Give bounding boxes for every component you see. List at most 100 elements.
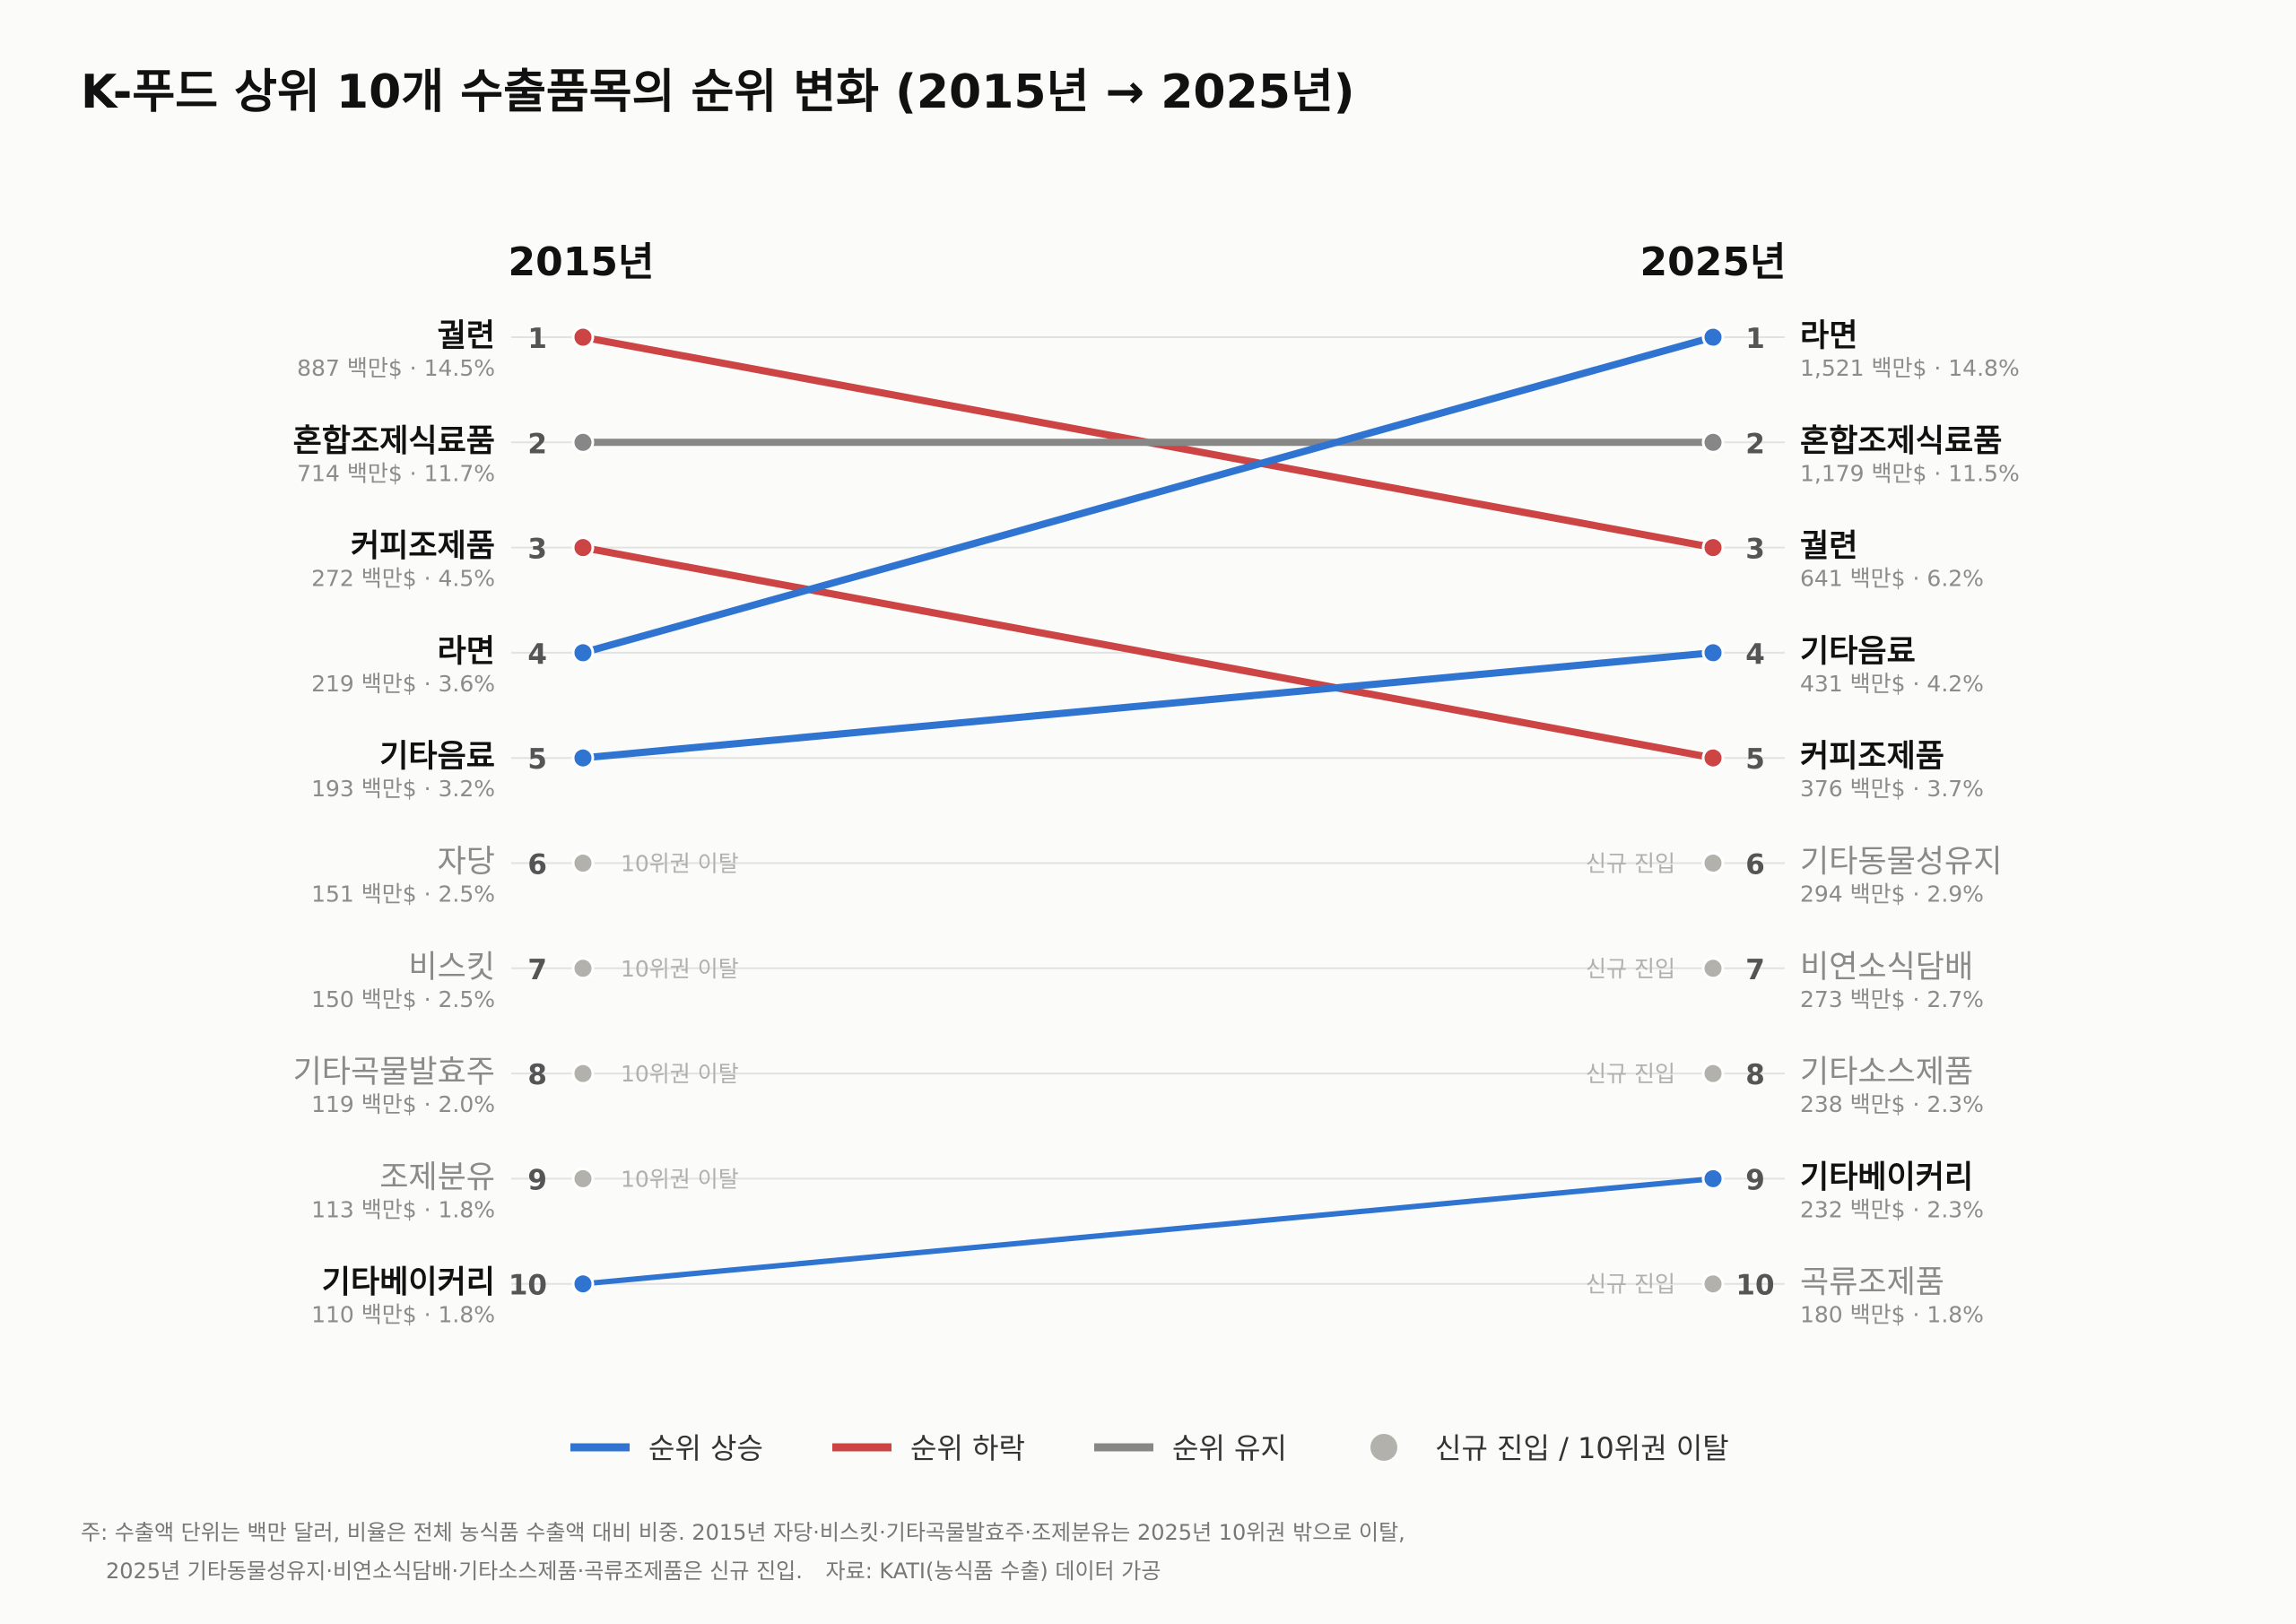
left-status-note: 10위권 이탈 xyxy=(621,1166,739,1192)
left-rank-number: 3 xyxy=(527,534,547,566)
left-value-number: 219 xyxy=(311,671,354,697)
left-item-value: 113 백만$ · 1.8% xyxy=(311,1196,495,1222)
right-item-name: 기타베이커리 xyxy=(1800,1159,1973,1195)
left-value-unit: 백만$ · xyxy=(354,1302,439,1328)
right-rank-number: 10 xyxy=(1735,1270,1774,1302)
right-value-number: 376 xyxy=(1800,776,1843,802)
left-year-label: 2015년 xyxy=(509,239,655,285)
left-value-unit: 백만$ · xyxy=(340,460,424,486)
legend-label: 순위 유지 xyxy=(1172,1431,1287,1465)
right-value-share: 2.9% xyxy=(1926,881,1984,908)
right-rank-number: 2 xyxy=(1745,428,1765,460)
left-rank-dot xyxy=(571,852,595,874)
right-rank-dot xyxy=(1701,641,1725,664)
right-value-share: 1.8% xyxy=(1926,1302,1984,1328)
left-item-value: 119 백만$ · 2.0% xyxy=(311,1091,495,1117)
left-rank-dot xyxy=(571,536,595,560)
right-value-number: 238 xyxy=(1800,1091,1843,1117)
right-item-name: 곡류조제품 xyxy=(1800,1265,1944,1301)
left-value-unit: 백만$ · xyxy=(354,776,439,802)
right-value-number: 1,521 xyxy=(1800,355,1865,381)
left-item-name: 기타곡물발효주 xyxy=(293,1055,495,1090)
right-value-unit: 백만$ · xyxy=(1843,881,1927,908)
left-status-note: 10위권 이탈 xyxy=(621,1061,739,1087)
left-value-share: 3.6% xyxy=(438,671,495,697)
legend-item: 순위 하락 xyxy=(832,1431,1025,1465)
right-status-note: 신규 진입 xyxy=(1586,956,1675,982)
left-value-unit: 백만$ · xyxy=(354,1091,439,1117)
left-value-share: 14.5% xyxy=(424,355,495,381)
right-value-number: 641 xyxy=(1800,566,1843,592)
right-value-share: 6.2% xyxy=(1926,566,1984,592)
left-rank-number: 8 xyxy=(527,1059,547,1091)
left-value-number: 151 xyxy=(311,881,354,908)
right-rank-number: 5 xyxy=(1745,743,1765,776)
right-item-name: 궐련 xyxy=(1800,529,1857,565)
right-item-name: 기타소스제품 xyxy=(1800,1055,1973,1090)
left-item-name: 자당 xyxy=(438,845,495,881)
right-value-unit: 백만$ · xyxy=(1843,1091,1927,1117)
right-item-name: 커피조제품 xyxy=(1800,739,1944,775)
footnote: 주: 수출액 단위는 백만 달러, 비율은 전체 농식품 수출액 대비 비중. … xyxy=(81,1520,1405,1584)
right-status-note: 신규 진입 xyxy=(1586,851,1675,877)
right-value-number: 294 xyxy=(1800,881,1843,908)
left-item-name: 조제분유 xyxy=(379,1159,495,1195)
left-value-share: 11.7% xyxy=(424,460,495,486)
right-item-value: 1,521 백만$ · 14.8% xyxy=(1800,355,2020,381)
slope-lines xyxy=(579,334,1717,1287)
right-item-value: 238 백만$ · 2.3% xyxy=(1800,1091,1984,1117)
left-value-share: 3.2% xyxy=(438,776,495,802)
left-item-name: 비스킷 xyxy=(408,950,495,986)
right-rank-dot xyxy=(1701,430,1725,454)
right-rank-number: 9 xyxy=(1745,1164,1765,1196)
left-item-name: 라면 xyxy=(438,634,495,670)
right-value-unit: 백만$ · xyxy=(1843,671,1927,697)
left-item-value: 110 백만$ · 1.8% xyxy=(311,1302,495,1328)
left-rank-dot xyxy=(571,1272,595,1296)
right-value-unit: 백만$ · xyxy=(1843,1302,1927,1328)
left-value-unit: 백만$ · xyxy=(340,355,424,381)
slope-line-up xyxy=(580,1176,1716,1287)
legend-item: 순위 유지 xyxy=(1094,1431,1287,1465)
right-value-unit: 백만$ · xyxy=(1843,566,1927,592)
right-value-number: 180 xyxy=(1800,1302,1843,1328)
right-value-unit: 백만$ · xyxy=(1865,460,1949,486)
left-rank-dot xyxy=(571,957,595,980)
footnote-line-2-text: 2025년 기타동물성유지·비연소식담배·기타소스제품·곡류조제품은 신규 진입… xyxy=(106,1559,803,1584)
left-value-unit: 백만$ · xyxy=(354,671,439,697)
left-item-value: 272 백만$ · 4.5% xyxy=(311,566,495,592)
right-rank-dot xyxy=(1701,957,1725,980)
left-value-number: 119 xyxy=(311,1091,354,1117)
left-rank-number: 1 xyxy=(527,323,547,355)
right-item-name: 기타음료 xyxy=(1800,634,1916,670)
right-value-unit: 백만$ · xyxy=(1843,776,1927,802)
footnote-line-1: 주: 수출액 단위는 백만 달러, 비율은 전체 농식품 수출액 대비 비중. … xyxy=(81,1520,1405,1545)
right-value-share: 4.2% xyxy=(1926,671,1984,697)
right-item-value: 232 백만$ · 2.3% xyxy=(1800,1196,1984,1222)
left-rank-number: 10 xyxy=(509,1270,547,1302)
chart-title: K-푸드 상위 10개 수출품목의 순위 변화 (2015년 → 2025년) xyxy=(81,65,1355,119)
left-value-number: 113 xyxy=(311,1196,354,1222)
right-item: 1 라면1,521 백만$ · 14.8% xyxy=(1701,318,2020,381)
left-item-name: 기타베이커리 xyxy=(322,1265,495,1301)
legend: 순위 상승 순위 하락 순위 유지 신규 진입 / 10위권 이탈 xyxy=(570,1431,1729,1465)
left-rank-dot xyxy=(571,430,595,454)
right-rank-number: 6 xyxy=(1745,849,1765,881)
left-rank-dot xyxy=(571,1062,595,1085)
left-item-name: 궐련 xyxy=(438,318,495,354)
left-status-note: 10위권 이탈 xyxy=(621,851,739,877)
left-value-unit: 백만$ · xyxy=(354,1196,439,1222)
legend-label: 순위 하락 xyxy=(910,1431,1025,1465)
left-value-number: 272 xyxy=(311,566,354,592)
left-item-name: 커피조제품 xyxy=(351,529,495,565)
right-status-note: 신규 진입 xyxy=(1586,1272,1675,1298)
right-rank-dot xyxy=(1701,1062,1725,1085)
